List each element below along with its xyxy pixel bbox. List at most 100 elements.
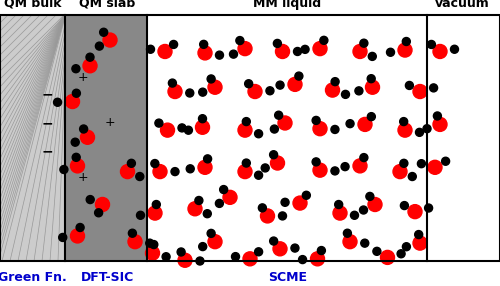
Circle shape (254, 130, 262, 138)
Circle shape (295, 72, 303, 80)
Circle shape (270, 237, 278, 245)
Circle shape (450, 45, 458, 53)
Circle shape (186, 165, 194, 173)
Circle shape (386, 48, 394, 56)
Circle shape (198, 88, 206, 96)
Circle shape (178, 124, 186, 132)
Circle shape (216, 199, 224, 207)
Circle shape (244, 80, 252, 88)
Circle shape (208, 80, 222, 94)
Circle shape (428, 160, 442, 174)
Circle shape (120, 165, 134, 178)
Text: −: − (42, 88, 54, 101)
Circle shape (128, 235, 142, 249)
Circle shape (416, 128, 424, 136)
Circle shape (242, 118, 250, 126)
Circle shape (186, 89, 194, 97)
Circle shape (400, 159, 408, 167)
Circle shape (276, 81, 284, 89)
Circle shape (196, 120, 209, 134)
Circle shape (373, 247, 381, 255)
Circle shape (400, 202, 408, 210)
Circle shape (208, 235, 222, 249)
Circle shape (355, 87, 363, 95)
Circle shape (80, 125, 88, 133)
Circle shape (333, 206, 347, 220)
Circle shape (207, 75, 215, 83)
Circle shape (397, 250, 405, 258)
Text: −: − (42, 116, 54, 130)
Circle shape (366, 192, 374, 200)
Circle shape (150, 241, 158, 249)
Circle shape (343, 235, 357, 249)
Circle shape (334, 200, 342, 208)
Circle shape (238, 165, 252, 178)
Circle shape (243, 252, 257, 266)
Circle shape (76, 223, 84, 231)
Circle shape (291, 244, 299, 252)
Circle shape (274, 39, 281, 47)
Circle shape (96, 198, 110, 211)
Circle shape (313, 42, 327, 55)
Circle shape (368, 52, 376, 60)
Text: SCME: SCME (268, 271, 307, 284)
Circle shape (393, 165, 407, 178)
Text: Green Fn.: Green Fn. (0, 271, 67, 284)
Text: DFT-SIC: DFT-SIC (81, 271, 134, 284)
Circle shape (413, 236, 427, 250)
Circle shape (254, 171, 262, 179)
Circle shape (276, 45, 289, 58)
Circle shape (313, 122, 327, 136)
Circle shape (171, 168, 179, 176)
Circle shape (198, 46, 212, 60)
Circle shape (146, 239, 154, 247)
Circle shape (260, 209, 274, 223)
Circle shape (402, 37, 410, 45)
Circle shape (70, 159, 85, 173)
Circle shape (398, 123, 412, 137)
Circle shape (148, 206, 162, 220)
Circle shape (318, 247, 326, 255)
Circle shape (216, 51, 224, 59)
Circle shape (310, 252, 324, 266)
Text: QM bulk: QM bulk (4, 0, 61, 10)
Circle shape (281, 198, 289, 206)
Circle shape (400, 118, 407, 126)
Circle shape (361, 239, 369, 247)
Circle shape (168, 85, 182, 98)
Circle shape (195, 196, 203, 204)
Circle shape (54, 98, 62, 106)
Circle shape (418, 160, 426, 168)
Circle shape (258, 204, 266, 212)
Circle shape (430, 84, 438, 92)
Circle shape (294, 47, 302, 55)
Circle shape (367, 75, 375, 83)
Circle shape (71, 138, 79, 146)
Text: QM slab: QM slab (80, 0, 136, 10)
Text: +: + (77, 171, 88, 184)
Bar (427, 15, 500, 261)
Circle shape (178, 253, 192, 267)
Circle shape (402, 243, 410, 251)
Circle shape (168, 79, 176, 87)
Circle shape (66, 95, 80, 108)
Circle shape (353, 159, 367, 173)
Circle shape (414, 231, 422, 239)
Circle shape (274, 111, 282, 119)
Circle shape (424, 204, 432, 212)
Circle shape (360, 154, 368, 162)
Circle shape (60, 166, 68, 174)
Circle shape (170, 40, 177, 48)
Circle shape (261, 164, 269, 172)
Circle shape (266, 87, 274, 95)
Circle shape (236, 37, 244, 45)
Circle shape (152, 200, 160, 208)
Circle shape (342, 90, 349, 98)
Circle shape (433, 118, 447, 131)
Circle shape (100, 28, 108, 36)
Circle shape (72, 65, 80, 73)
Circle shape (72, 153, 80, 161)
Circle shape (313, 163, 327, 177)
Bar (0, 15, 500, 261)
Circle shape (146, 246, 160, 260)
